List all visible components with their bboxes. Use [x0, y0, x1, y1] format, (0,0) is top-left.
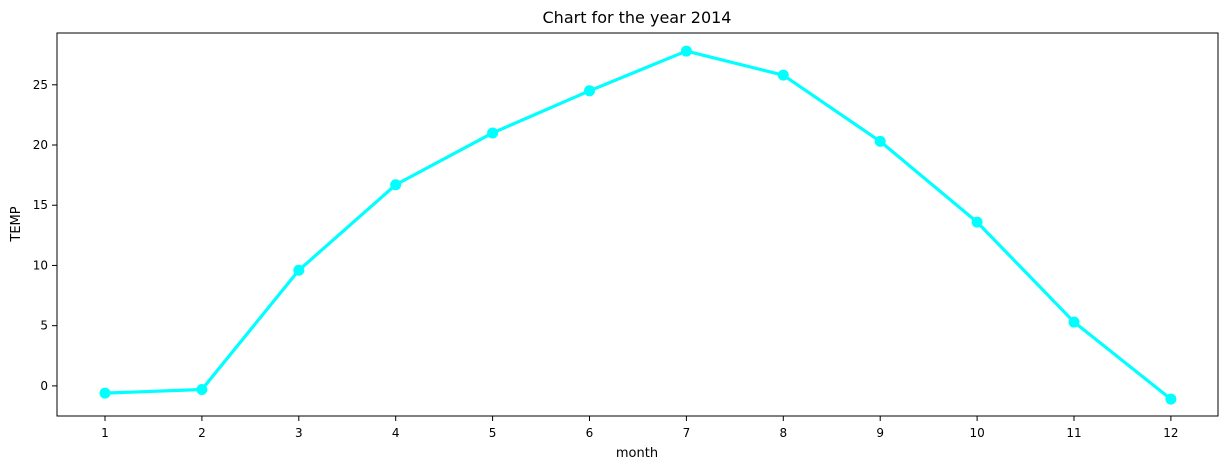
y-axis-title: TEMP: [9, 206, 24, 242]
x-axis-title: month: [616, 446, 658, 461]
data-point: [874, 135, 886, 147]
x-tick-label: 9: [876, 426, 884, 440]
y-tick-label: 20: [33, 138, 48, 152]
x-tick-label: 7: [683, 426, 691, 440]
y-tick-label: 15: [33, 198, 48, 212]
x-tick-label: 5: [489, 426, 497, 440]
y-axis: 0 5 10 15 20 25: [33, 78, 57, 393]
data-point: [293, 264, 305, 276]
x-tick-label: 11: [1066, 426, 1081, 440]
data-point: [487, 127, 499, 139]
x-tick-label: 8: [779, 426, 787, 440]
chart-title: Chart for the year 2014: [543, 8, 732, 27]
data-point: [99, 387, 111, 399]
x-tick-label: 3: [295, 426, 303, 440]
y-tick-label: 0: [40, 379, 48, 393]
data-point: [390, 179, 402, 191]
x-tick-label: 6: [586, 426, 594, 440]
data-point: [777, 69, 789, 81]
x-tick-label: 12: [1163, 426, 1178, 440]
y-tick-label: 5: [40, 319, 48, 333]
data-point: [1068, 316, 1080, 328]
data-point: [680, 45, 692, 57]
plot-frame: [56, 32, 1219, 417]
data-point: [1165, 393, 1177, 405]
data-point: [971, 216, 983, 228]
x-tick-label: 10: [969, 426, 984, 440]
data-point: [584, 85, 595, 97]
x-tick-label: 1: [101, 426, 109, 440]
y-tick-label: 25: [33, 78, 48, 92]
x-tick-label: 4: [392, 426, 400, 440]
series-line: [103, 49, 1173, 401]
series-layer: [99, 45, 1177, 405]
data-point: [196, 384, 208, 396]
y-tick-label: 10: [33, 258, 48, 272]
x-tick-label: 2: [198, 426, 206, 440]
x-axis: 1 2 3 4 5 6 7 8 9 10 11 12: [101, 416, 1179, 440]
